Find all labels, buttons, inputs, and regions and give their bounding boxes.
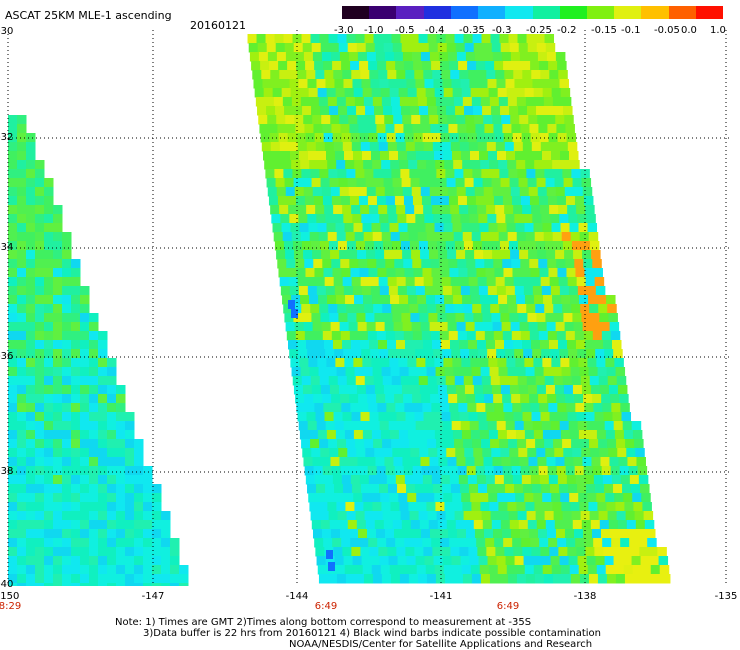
time-label: 8:29	[0, 601, 22, 612]
date-label: 20160121	[190, 19, 246, 32]
colorbar-segment	[559, 6, 588, 19]
swath-left	[8, 115, 189, 586]
colorbar-tick-label: 1.0	[710, 25, 726, 36]
lon-label: -135	[714, 591, 738, 602]
colorbar-tick-label: -0.05	[654, 25, 680, 36]
colorbar-segment	[614, 6, 642, 19]
time-label: 6:49	[496, 601, 520, 612]
lat-label: -32	[0, 132, 14, 143]
swath-right	[247, 34, 671, 584]
gridlines	[7, 30, 730, 586]
colorbar-tick-label: -0.25	[526, 25, 552, 36]
colorbar-segment	[450, 6, 479, 19]
colorbar-tick-label: -1.0	[364, 25, 384, 36]
colorbar-segment	[369, 6, 397, 19]
colorbar-segment	[586, 6, 615, 19]
lat-label: -36	[0, 351, 14, 362]
colorbar-tick-label: 0.0	[681, 25, 697, 36]
colorbar-tick-label: -0.15	[591, 25, 617, 36]
lon-label: -144	[285, 591, 309, 602]
lon-label: -150	[0, 591, 20, 602]
colorbar-tick-label: -0.35	[459, 25, 485, 36]
colorbar-tick-label: -0.3	[492, 25, 512, 36]
lat-label: -34	[0, 242, 14, 253]
note-line-1: Note: 1) Times are GMT 2)Times along bot…	[115, 617, 532, 628]
colorbar-tick-label: -3.0	[334, 25, 354, 36]
colorbar-segment	[423, 6, 452, 19]
title: ASCAT 25KM MLE-1 ascending	[5, 9, 172, 22]
colorbar-tick-label: -0.4	[425, 25, 445, 36]
colorbar-segment	[695, 6, 724, 19]
colorbar-segment	[505, 6, 533, 19]
note-line-3: NOAA/NESDIS/Center for Satellite Applica…	[289, 639, 593, 650]
colorbar-tick-label: -0.2	[557, 25, 577, 36]
lat-label: -40	[0, 579, 14, 590]
colorbar-segment	[532, 6, 561, 19]
note-line-2: 3)Data buffer is 22 hrs from 20160121 4)…	[143, 628, 601, 639]
colorbar-tick-label: -0.1	[621, 25, 641, 36]
lon-label: -138	[573, 591, 597, 602]
map-canvas	[7, 30, 730, 586]
lon-label: -147	[141, 591, 165, 602]
lat-label: -38	[0, 466, 14, 477]
colorbar-segment	[668, 6, 697, 19]
time-label: 6:49	[314, 601, 338, 612]
lon-label: -141	[429, 591, 453, 602]
lat-label: -30	[0, 26, 14, 37]
colorbar-segment	[342, 6, 370, 19]
colorbar-tick-label: -0.5	[395, 25, 415, 36]
colorbar-segment	[396, 6, 425, 19]
colorbar-segment	[478, 6, 506, 19]
colorbar-segment	[641, 6, 670, 19]
